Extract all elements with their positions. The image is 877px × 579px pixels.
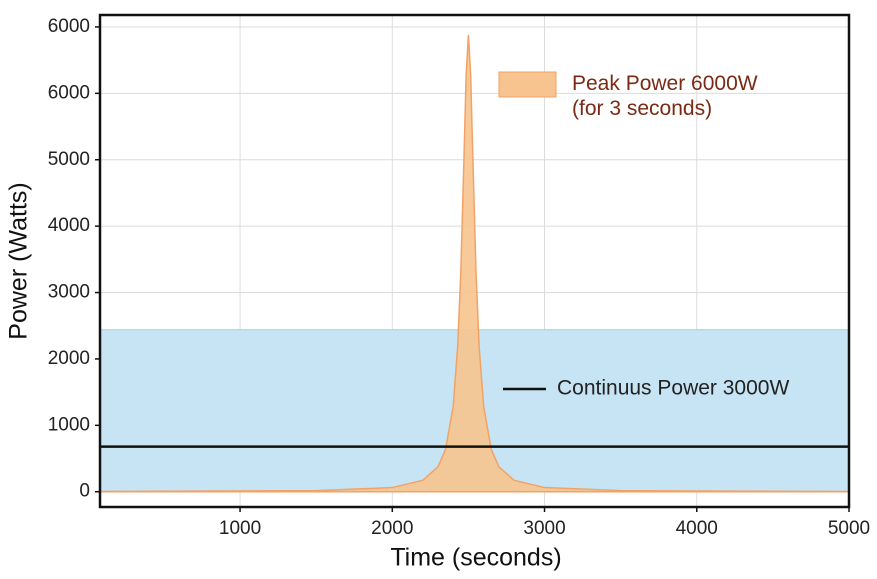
x-tick-label: 4000 (676, 518, 718, 539)
x-tick-label: 5000 (828, 518, 870, 539)
y-axis-label: Power (Watts) (5, 182, 33, 339)
x-tick-label: 1000 (219, 518, 261, 539)
area (99, 34, 850, 493)
legend-label: Peak Power 6000W (for 3 seconds) (572, 72, 758, 120)
x-tick-label: 3000 (523, 518, 565, 539)
y-tick-label: 2000 (48, 348, 90, 369)
y-tick-label: 5000 (48, 149, 90, 170)
y-tick-label: 3000 (48, 282, 90, 303)
y-tick-label: 0 (79, 481, 90, 502)
plot-frame (98, 13, 851, 509)
legend-line: (for 3 seconds) (572, 97, 712, 120)
y-tick-label: 6000 (48, 82, 90, 103)
y-tick-label: 4000 (48, 215, 90, 236)
legend-label: Continuus Power 3000W (557, 377, 789, 400)
x-tick-label: 2000 (371, 518, 413, 539)
legend-line: Peak Power 6000W (572, 72, 758, 95)
y-tick-label: 6000 (48, 16, 90, 37)
y-tick-label: 1000 (48, 414, 90, 435)
x-axis-label: Time (seconds) (390, 544, 561, 572)
legend-swatch (498, 71, 557, 98)
